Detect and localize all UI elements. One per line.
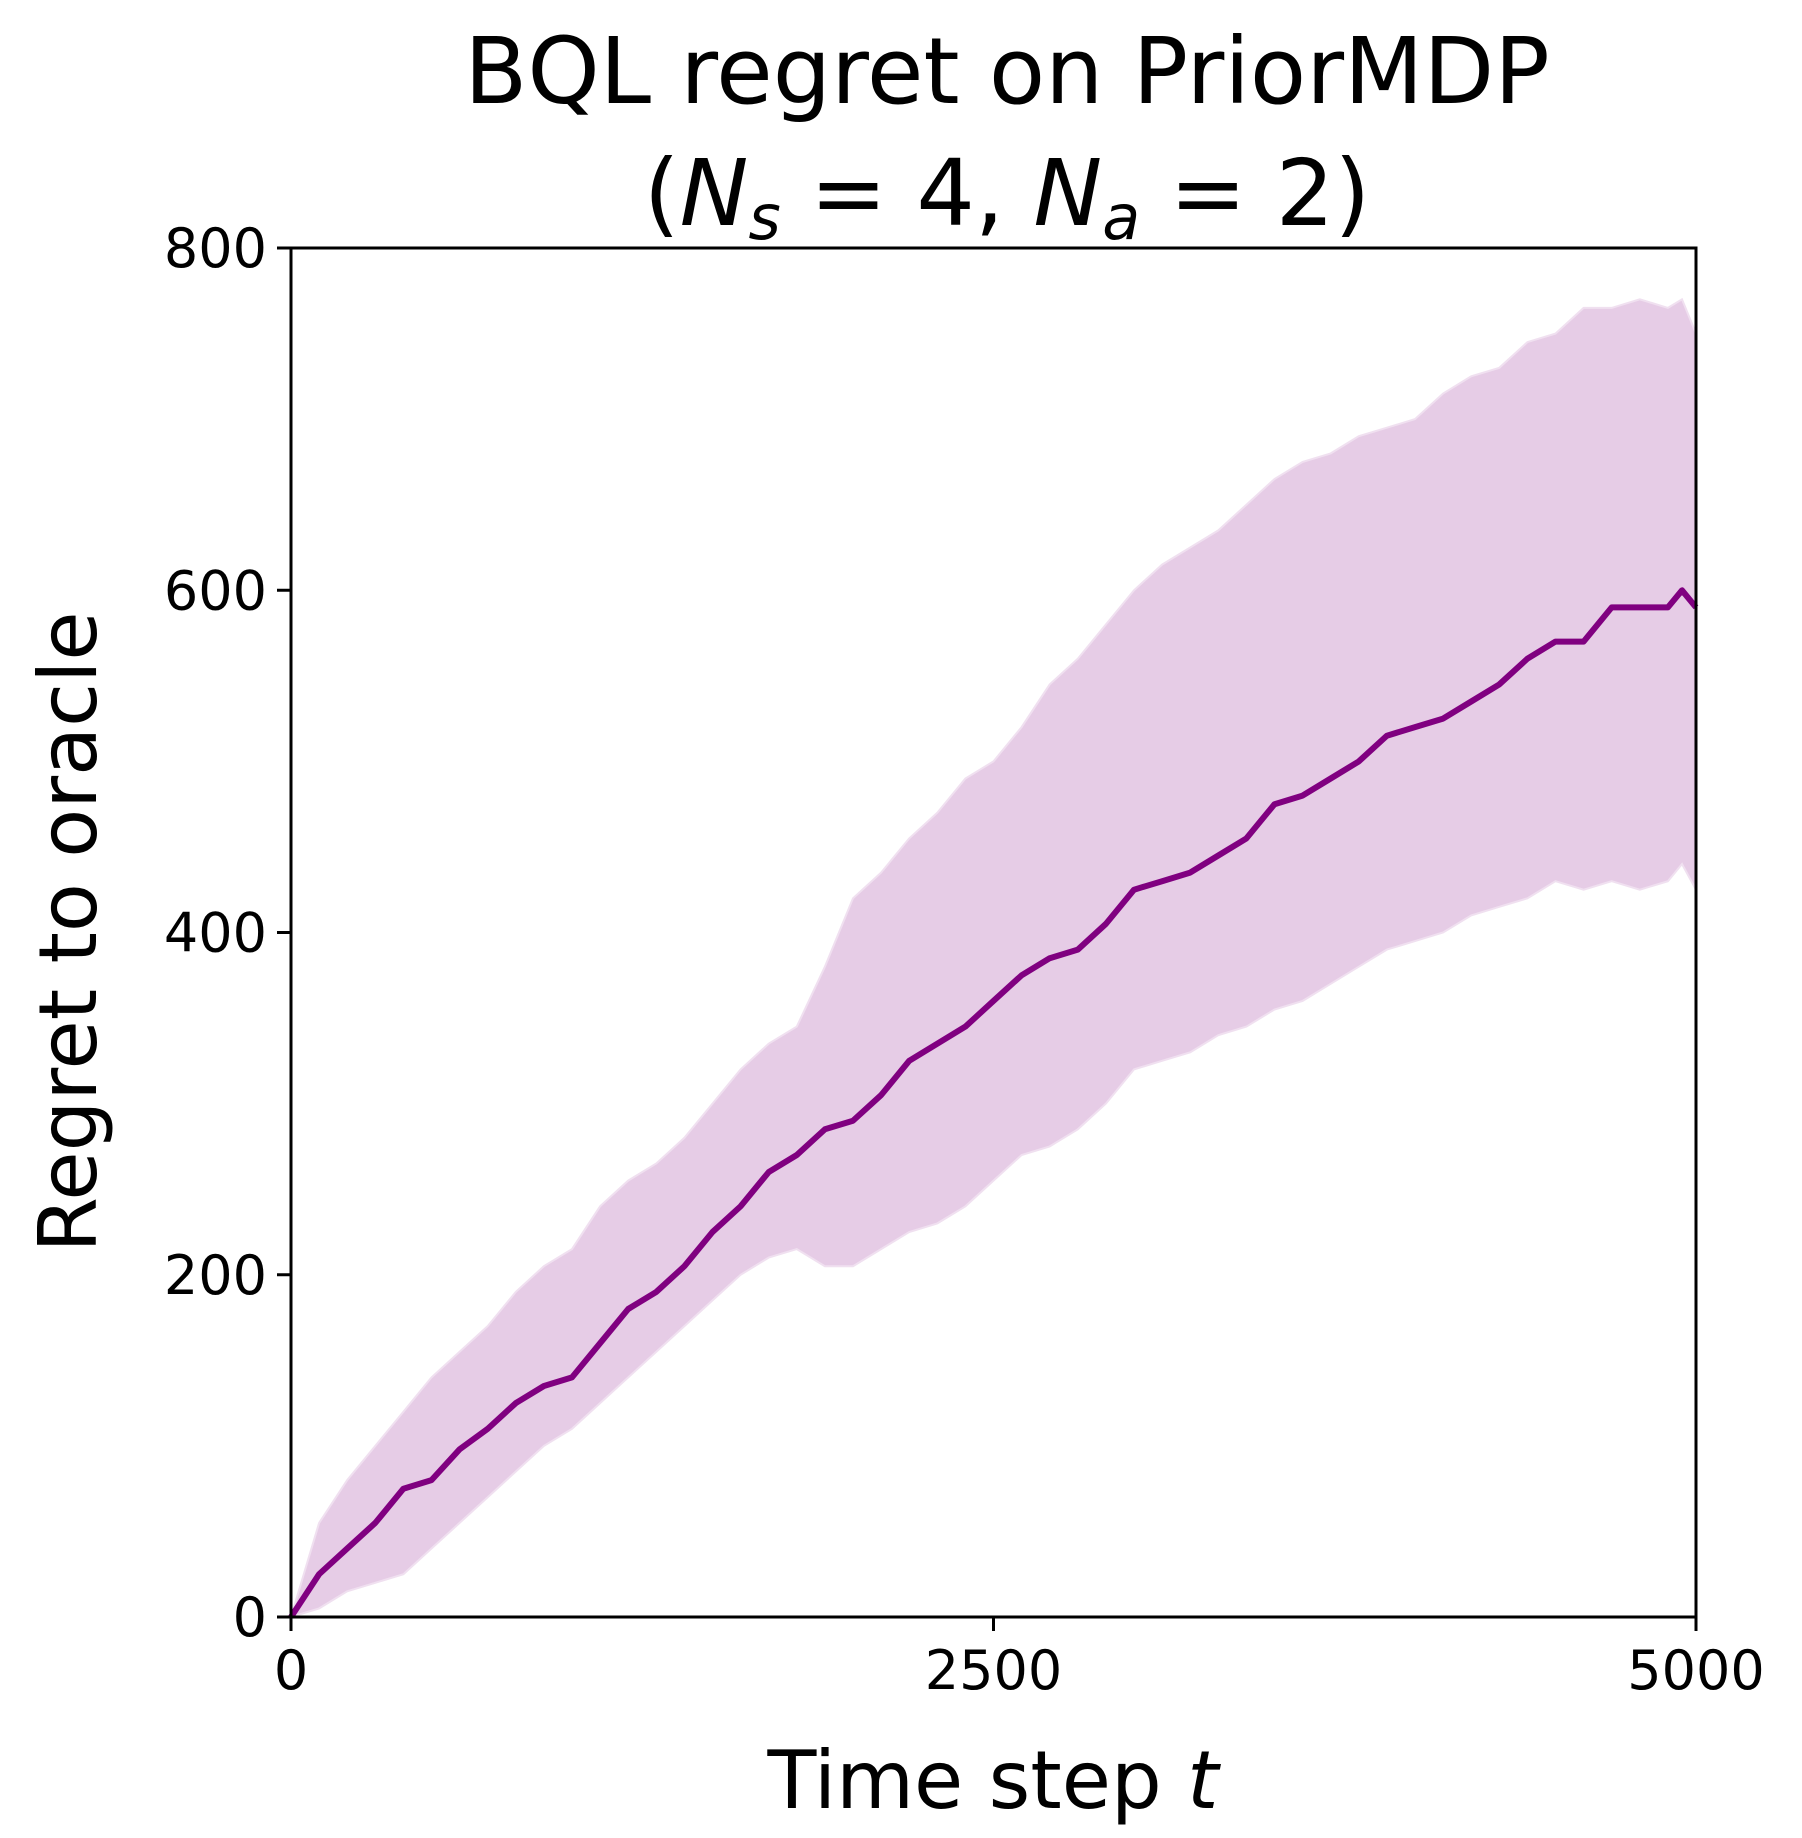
x-axis-label-text: Time step <box>766 1734 1187 1827</box>
title-n-a: N <box>1033 140 1102 247</box>
x-axis-label-var: t <box>1187 1734 1221 1827</box>
title-eq4: = 4, <box>781 140 1034 247</box>
title-sub-a: a <box>1102 181 1140 254</box>
x-tick-label: 2500 <box>925 1639 1062 1702</box>
y-tick-label: 0 <box>233 1586 267 1649</box>
title-eq2: = 2) <box>1140 140 1370 247</box>
mean-regret-line <box>288 587 1699 1619</box>
y-tick-label: 600 <box>164 559 267 622</box>
x-tick-label: 0 <box>274 1639 308 1702</box>
y-tick-label: 200 <box>164 1244 267 1307</box>
plot-area <box>288 297 1699 1619</box>
x-axis-label: Time step t <box>766 1734 1221 1827</box>
y-tick-label: 400 <box>164 902 267 965</box>
axis-ticks: 0 2500 5000 0 200 400 600 800 <box>164 217 1765 1702</box>
title-n-s: N <box>680 140 749 247</box>
y-axis-label: Regret to oracle <box>22 611 115 1252</box>
y-tick-label: 800 <box>164 217 267 280</box>
chart-title-line2: (Ns = 4, Na = 2) <box>644 140 1370 254</box>
x-tick-label: 5000 <box>1627 1639 1764 1702</box>
title-open: ( <box>644 140 680 247</box>
title-sub-s: s <box>748 181 780 254</box>
chart-title-line1: BQL regret on PriorMDP <box>464 18 1549 125</box>
